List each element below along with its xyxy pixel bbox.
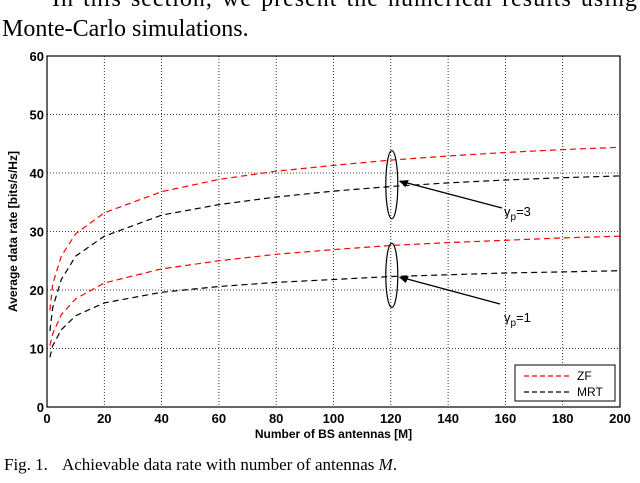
series-line-zf-gammap3 [49,146,621,311]
legend-label-zf: ZF [577,369,592,383]
tick-labels: 0 20 40 60 80 100 120 140 160 180 200 0 10 20 30 40 50 60 [30,49,631,426]
body-text: In this section, we present the numerica… [0,0,640,44]
body-word: results [502,0,572,14]
series-line-mrt-gammap3 [49,175,621,331]
x-tick-label: 200 [609,411,631,426]
legend-label-mrt: MRT [577,385,603,399]
x-tick-label: 120 [380,411,402,426]
annotation-label: γp=1 [504,310,531,329]
body-word: numerical [388,0,493,14]
x-tick-label: 140 [437,411,459,426]
body-word: section, [131,0,213,14]
caption-text: Achievable data rate with number of ante… [61,455,379,474]
body-word: In [52,0,74,14]
x-tick-label: 0 [43,411,50,426]
body-word: using [581,0,638,14]
plot-frame [46,55,621,408]
y-tick-label: 20 [30,283,44,298]
series-layer [49,146,621,358]
annotation-arrowhead [398,276,409,283]
body-word: this [83,0,122,14]
caption-end: . [392,455,398,474]
y-tick-label: 0 [37,400,44,415]
y-tick-label: 30 [30,225,44,240]
caption-label: Fig. 1. [4,455,48,474]
legend-box [514,364,616,402]
x-tick-label: 100 [323,411,345,426]
chart: 0 20 40 60 80 100 120 140 160 180 200 0 10 20 30 40 50 60… [6,49,631,441]
annotations: γp=3 γp=1 [385,150,531,329]
annotation-ellipse [385,242,399,308]
body-word: the [347,0,379,14]
x-tick-label: 160 [495,411,517,426]
x-tick-label: 80 [269,411,283,426]
annotation-ellipse [385,150,399,220]
y-tick-label: 40 [30,166,44,181]
y-axis-label: Average data rate [bits/s/Hz] [6,151,20,312]
series-line-zf-gammap1 [49,235,621,346]
x-tick-label: 60 [212,411,226,426]
y-tick-label: 60 [30,49,44,64]
body-word: present [261,0,337,14]
body-text-line2: Monte-Carlo simulations. [2,16,249,42]
annotation-arrow [399,180,503,209]
x-axis-label: Number of BS antennas [M] [255,427,412,441]
x-tick-label: 40 [154,411,168,426]
annotation-arrow [399,276,501,305]
annotation-label: γp=3 [504,204,531,223]
legend: ZF MRT [514,364,616,402]
caption-variable: M [378,455,393,474]
y-tick-label: 10 [30,342,44,357]
x-tick-label: 20 [97,411,111,426]
figure-caption: Fig. 1. Achievable data rate with number … [4,455,397,475]
x-tick-label: 180 [552,411,574,426]
y-tick-label: 50 [30,108,44,123]
annotation-arrowhead [398,180,409,187]
body-text-line1: In this section, we present the numerica… [0,0,640,14]
series-line-mrt-gammap1 [49,270,621,358]
body-word: we [222,0,252,14]
grid [47,56,620,407]
